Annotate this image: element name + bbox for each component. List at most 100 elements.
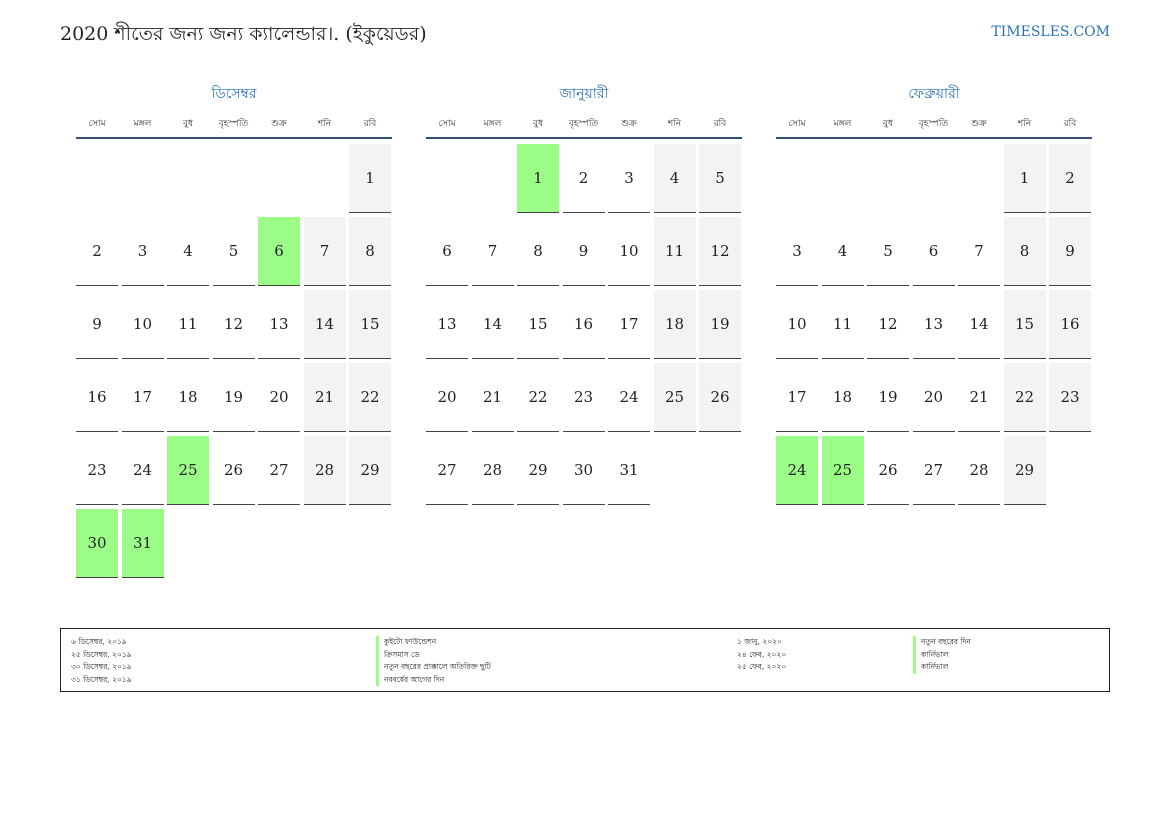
- empty-cell: [822, 144, 864, 213]
- weekday-label: বুধ: [182, 119, 194, 129]
- day-cell: 29: [349, 436, 391, 505]
- weekday-label: শুক্র: [271, 119, 287, 129]
- day-cell: 9: [76, 290, 118, 359]
- day-cell: 18: [821, 363, 864, 432]
- site-link[interactable]: TIMESLES.COM: [991, 24, 1110, 40]
- day-cell: 4: [653, 144, 696, 213]
- day-cell: 2: [562, 144, 605, 213]
- legend-names-right: নতুন বছরের দিন কার্নিভাল কার্নিভাল: [913, 636, 971, 674]
- day-cell: 22: [349, 363, 391, 432]
- day-cell: 1: [349, 144, 391, 213]
- legend-date: ২৪ ফেব, ২০২০: [737, 649, 787, 659]
- weekday-label: বৃহস্পতি: [568, 119, 599, 129]
- day-grid: 1 2 3 4 5 6 7 8 9 10 11 12 13 14 15 16 17 18 19 20 21 22 23 24 2…: [76, 144, 392, 578]
- day-cell: 28: [303, 436, 346, 505]
- empty-cell: [304, 144, 346, 213]
- empty-cell: [958, 144, 1000, 213]
- day-cell: 27: [258, 436, 300, 505]
- legend-dates-left: ৬ ডিসেম্বর, ২০১৯ ২৫ ডিসেম্বর, ২০১৯ ৩০ ডি…: [71, 636, 132, 686]
- holiday-day-cell: 1: [517, 144, 559, 213]
- day-cell: 9: [1049, 217, 1091, 286]
- day-cell: 23: [76, 436, 118, 505]
- month-calendar: ফেব্রুয়ারী সোম মঙ্গল বুধ বৃহস্পতি শুক্র শনি র…: [776, 84, 1092, 505]
- day-cell: 23: [1049, 363, 1091, 432]
- legend-holiday-name: নতুন বছরের প্রাক্কালে অতিরিক্ত ছুটি: [376, 661, 491, 674]
- weekday-label: বুধ: [532, 119, 544, 129]
- day-cell: 26: [867, 436, 909, 505]
- day-cell: 24: [121, 436, 164, 505]
- weekday-label: মঙ্গল: [483, 119, 502, 129]
- day-cell: 7: [958, 217, 1000, 286]
- day-cell: 23: [562, 363, 605, 432]
- empty-cell: [258, 144, 300, 213]
- day-cell: 8: [349, 217, 391, 286]
- day-cell: 3: [776, 217, 818, 286]
- holiday-day-cell: 24: [776, 436, 818, 505]
- legend-date: ২৫ ফেব, ২০২০: [737, 662, 787, 672]
- weekday-label: রবি: [713, 119, 727, 129]
- day-cell: 11: [821, 290, 864, 359]
- day-cell: 10: [776, 290, 818, 359]
- day-cell: 29: [517, 436, 559, 505]
- day-cell: 4: [821, 217, 864, 286]
- day-cell: 12: [867, 290, 909, 359]
- day-cell: 22: [1003, 363, 1046, 432]
- weekday-label: সোম: [788, 119, 806, 129]
- day-cell: 7: [303, 217, 346, 286]
- day-cell: 13: [912, 290, 955, 359]
- day-cell: 8: [517, 217, 559, 286]
- day-cell: 5: [867, 217, 909, 286]
- day-cell: 8: [1003, 217, 1046, 286]
- weekday-label: শনি: [1017, 119, 1032, 129]
- day-cell: 2: [76, 217, 118, 286]
- month-name: ডিসেম্বর: [211, 86, 257, 102]
- holiday-day-cell: 6: [258, 217, 300, 286]
- day-cell: 9: [562, 217, 605, 286]
- day-cell: 24: [608, 363, 650, 432]
- weekday-header: সোম মঙ্গল বুধ বৃহস্পতি শুক্র শনি রবি: [426, 116, 742, 139]
- empty-cell: [867, 144, 909, 213]
- day-cell: 15: [349, 290, 391, 359]
- day-cell: 28: [471, 436, 514, 505]
- day-cell: 22: [517, 363, 559, 432]
- legend-date: ৩০ ডিসেম্বর, ২০১৯: [71, 662, 132, 672]
- weekday-header: সোম মঙ্গল বুধ বৃহস্পতি শুক্র শনি রবি: [76, 116, 392, 139]
- empty-cell: [167, 144, 209, 213]
- weekday-label: শুক্র: [621, 119, 637, 129]
- day-cell: 17: [121, 363, 164, 432]
- day-cell: 2: [1049, 144, 1091, 213]
- legend-date: ৩১ ডিসেম্বর, ২০১৯: [71, 674, 132, 684]
- legend-holiday-name: ক্রিসমাস ডে: [376, 648, 491, 662]
- legend-holiday-name: নববর্ষের আগের দিন: [376, 673, 491, 687]
- day-cell: 30: [562, 436, 605, 505]
- day-cell: 15: [517, 290, 559, 359]
- day-cell: 3: [608, 144, 650, 213]
- holiday-day-cell: 30: [76, 509, 118, 578]
- weekday-label: শনি: [667, 119, 682, 129]
- weekday-label: সোম: [438, 119, 456, 129]
- day-cell: 16: [1049, 290, 1091, 359]
- month-name: জানুয়ারী: [559, 86, 609, 102]
- day-cell: 5: [212, 217, 255, 286]
- empty-cell: [76, 144, 118, 213]
- weekday-label: বুধ: [882, 119, 894, 129]
- day-cell: 1: [1003, 144, 1046, 213]
- day-cell: 13: [258, 290, 300, 359]
- day-cell: 19: [699, 290, 741, 359]
- month-name: ফেব্রুয়ারী: [908, 86, 960, 102]
- day-cell: 6: [426, 217, 468, 286]
- day-cell: 20: [258, 363, 300, 432]
- day-cell: 18: [167, 363, 209, 432]
- empty-cell: [213, 144, 255, 213]
- day-cell: 16: [562, 290, 605, 359]
- legend-date: ২৫ ডিসেম্বর, ২০১৯: [71, 649, 132, 659]
- day-cell: 6: [912, 217, 955, 286]
- day-cell: 17: [608, 290, 650, 359]
- weekday-label: সোম: [88, 119, 106, 129]
- weekday-header: সোম মঙ্গল বুধ বৃহস্পতি শুক্র শনি রবি: [776, 116, 1092, 139]
- day-cell: 11: [167, 290, 209, 359]
- day-cell: 13: [426, 290, 468, 359]
- day-cell: 10: [608, 217, 650, 286]
- day-cell: 27: [912, 436, 955, 505]
- day-cell: 20: [426, 363, 468, 432]
